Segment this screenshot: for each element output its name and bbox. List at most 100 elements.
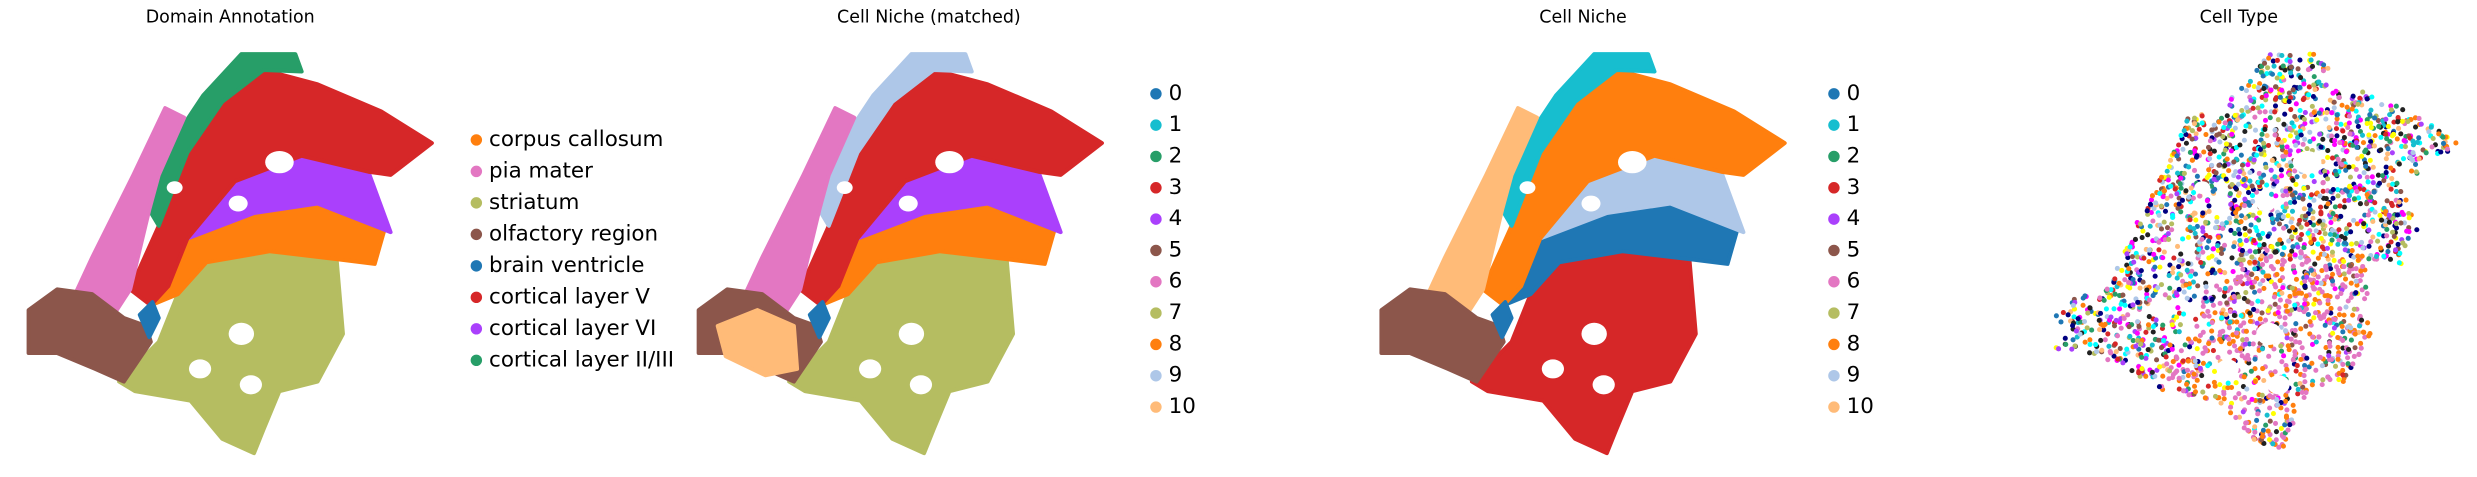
cell-dot — [2329, 271, 2336, 277]
cell-dot — [2311, 236, 2317, 242]
region — [1500, 52, 1657, 228]
cell-dot — [2247, 124, 2253, 130]
cell-dot — [2311, 51, 2317, 57]
cell-dot — [2205, 271, 2211, 277]
cell-dot — [2335, 241, 2341, 247]
cell-dot — [2112, 276, 2118, 282]
cell-dot — [2193, 362, 2199, 369]
cell-dot — [2289, 120, 2295, 126]
cell-dot — [2173, 290, 2179, 296]
cell-dot — [2351, 306, 2357, 312]
cell-dot — [2298, 249, 2304, 255]
cell-dot — [2130, 302, 2136, 308]
cell-dot — [2231, 159, 2237, 165]
cell-dot — [2302, 379, 2308, 385]
cell-dot — [2255, 105, 2261, 111]
cell-dot — [2200, 303, 2206, 309]
cell-dot — [2304, 355, 2310, 361]
cell-dot — [2335, 356, 2341, 362]
cell-dot — [2292, 269, 2298, 275]
cell-dot — [2233, 145, 2239, 151]
cell-dot — [2366, 132, 2372, 138]
cell-dot — [2072, 343, 2078, 349]
legend-label: cortical layer VI — [489, 316, 656, 341]
legend-marker — [1828, 182, 1840, 194]
legend-label: olfactory region — [489, 221, 658, 246]
cell-dot — [2221, 389, 2227, 395]
cell-dot — [2216, 131, 2222, 137]
cell-dot — [2279, 290, 2285, 296]
cell-dot — [2209, 296, 2215, 302]
cell-dot — [2322, 322, 2328, 328]
cell-dot — [2180, 358, 2186, 364]
cell-dot — [2154, 357, 2160, 363]
cell-dot — [2164, 202, 2170, 208]
cell-dot — [2255, 232, 2262, 238]
cell-dot — [2205, 383, 2211, 389]
cell-dot — [2178, 348, 2184, 354]
cell-dot — [2360, 329, 2366, 335]
cell-dot — [2139, 354, 2145, 360]
cell-dot — [2211, 148, 2217, 154]
cell-dot — [2243, 238, 2249, 244]
cell-dot — [2153, 317, 2159, 323]
cell-dot — [2282, 328, 2289, 334]
cell-dot — [2222, 270, 2228, 276]
legend-marker — [1828, 369, 1840, 382]
cell-dot — [2406, 215, 2412, 221]
cell-dot — [2276, 221, 2283, 227]
cell-dot — [2335, 193, 2341, 199]
cell-dot — [2228, 384, 2235, 391]
cell-dot — [2280, 443, 2286, 449]
cell-dot — [2341, 271, 2347, 277]
cell-dot — [2172, 186, 2178, 192]
cell-dot — [2331, 232, 2337, 238]
cell-dot — [2265, 308, 2271, 314]
cell-dot — [2346, 164, 2352, 170]
cell-dot — [2231, 172, 2237, 179]
cell-dot — [2161, 219, 2167, 225]
cell-dot — [2351, 217, 2357, 223]
cell-dot — [2241, 374, 2247, 380]
cell-dot — [2299, 261, 2305, 267]
cell-dot — [2342, 240, 2348, 246]
cell-dot — [2295, 244, 2301, 250]
cell-dot — [2179, 197, 2185, 203]
cell-dot — [2352, 331, 2358, 337]
cell-dot — [2376, 231, 2382, 237]
cell-dot — [2228, 96, 2234, 102]
cell-dot — [2315, 241, 2321, 247]
cell-dot — [2405, 235, 2411, 241]
cell-dot — [2264, 182, 2270, 188]
cell-dot — [2203, 131, 2209, 138]
cell-dot — [2346, 120, 2352, 126]
cell-dot — [2292, 252, 2298, 258]
cell-dot — [2275, 241, 2281, 247]
cell-dot — [2400, 240, 2406, 246]
cell-dot — [2271, 63, 2277, 69]
cell-dot — [2124, 251, 2130, 257]
cell-dot — [2234, 319, 2240, 325]
cell-dot — [2252, 356, 2258, 362]
cell-dot — [2148, 197, 2155, 203]
cell-dot — [2141, 255, 2147, 261]
cell-dot — [2295, 66, 2301, 72]
cell-dot — [2283, 188, 2289, 194]
cell-dot — [2120, 292, 2126, 298]
cell-dot — [2275, 310, 2281, 316]
tissue-hole — [228, 322, 255, 346]
cell-dot — [2185, 234, 2192, 240]
cell-dot — [2315, 255, 2321, 261]
cell-dot — [2350, 93, 2356, 99]
cell-dot — [2272, 109, 2278, 115]
cell-dot — [2382, 218, 2388, 224]
cell-dot — [2190, 279, 2196, 285]
cell-dot — [2143, 373, 2149, 379]
cell-dot — [2256, 217, 2262, 223]
cell-dot — [2268, 167, 2274, 173]
cell-dot — [2335, 335, 2341, 341]
cell-dot — [2188, 185, 2194, 191]
cell-dot — [2327, 231, 2333, 237]
cell-dot — [2252, 424, 2258, 430]
